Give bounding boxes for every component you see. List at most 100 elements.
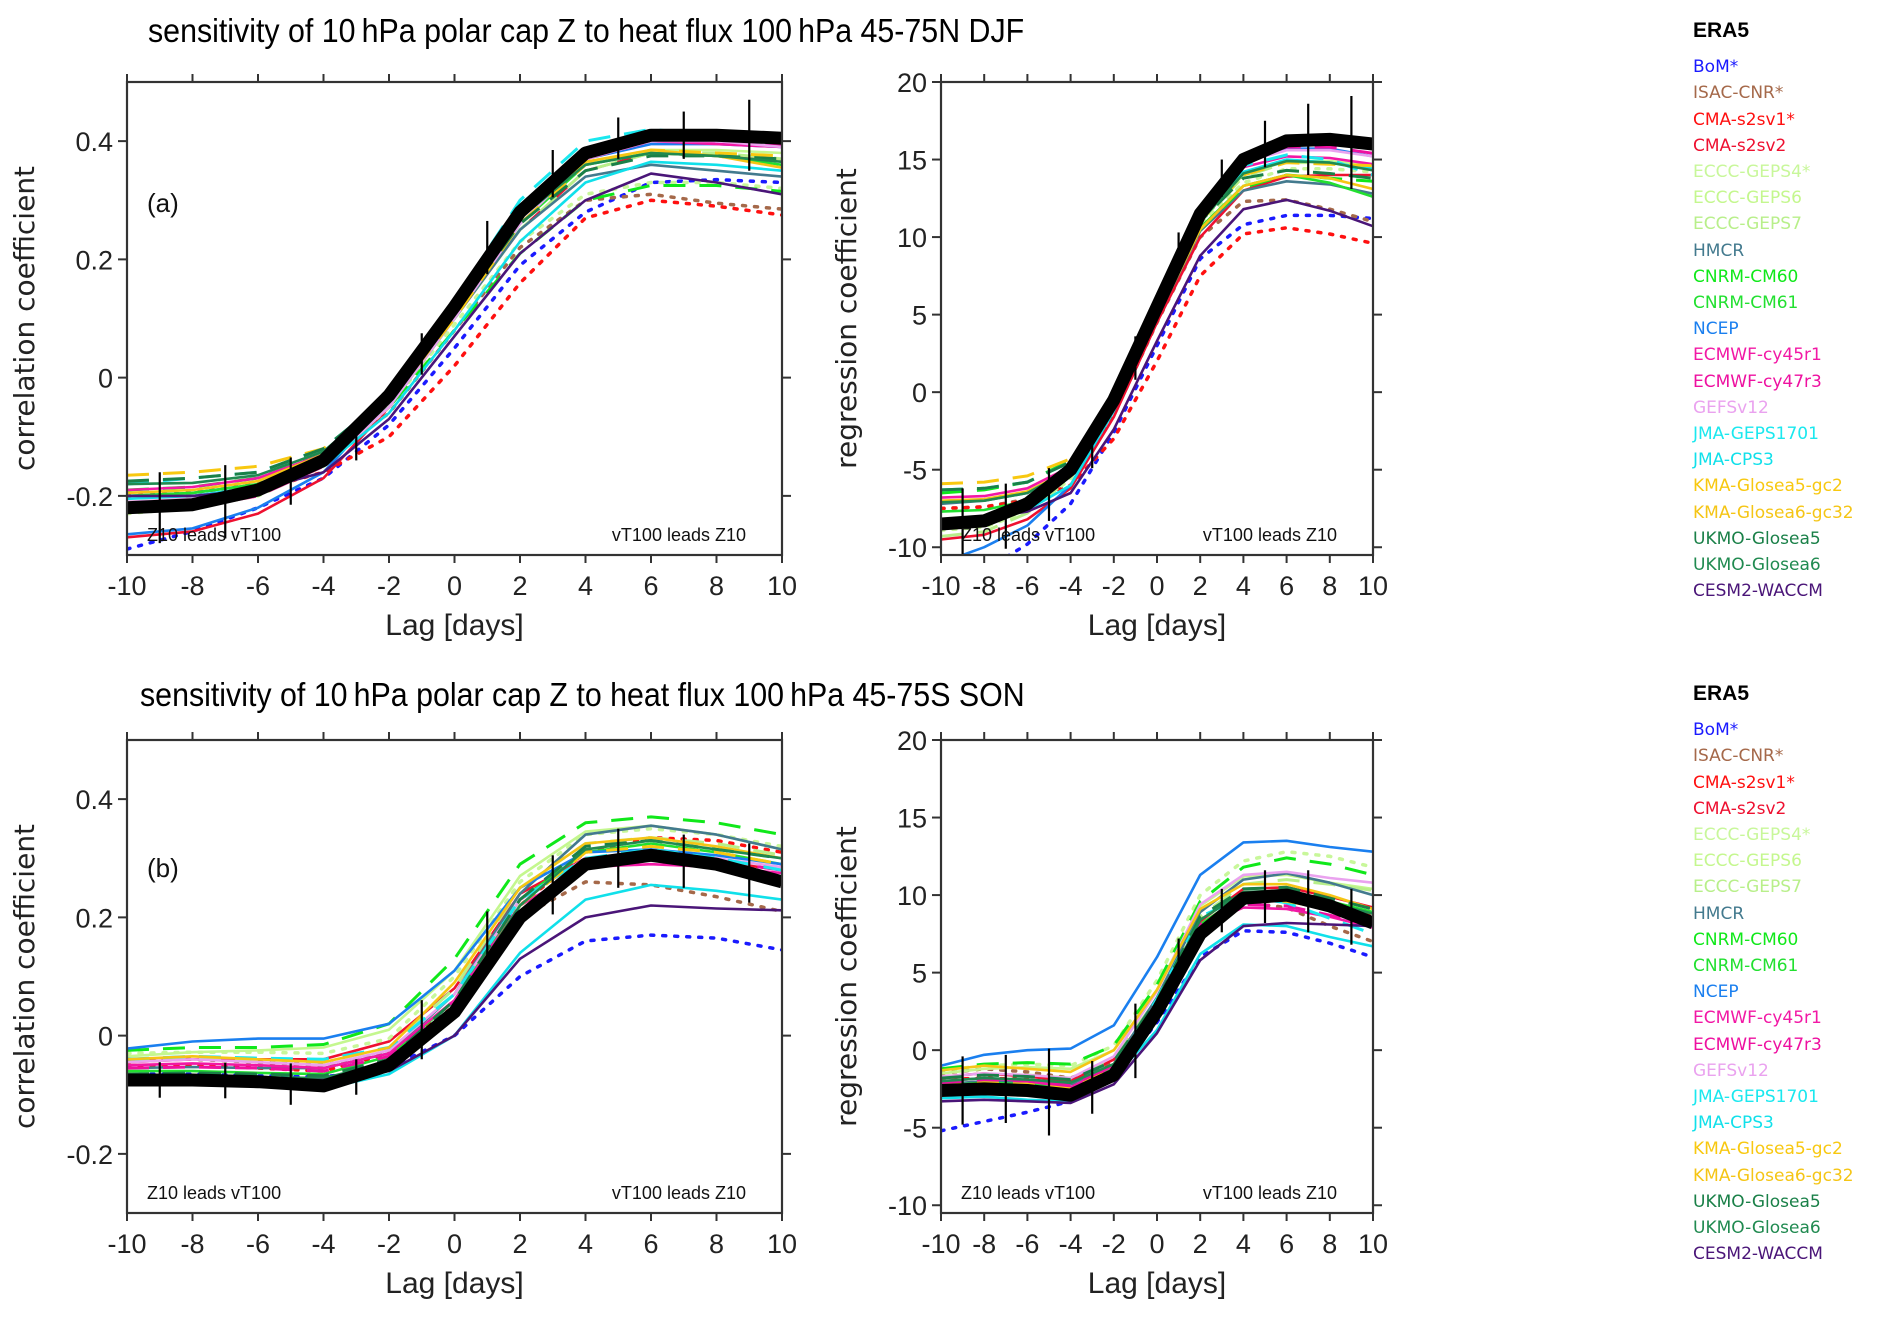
y-tick-label: 20 [897,726,927,756]
legend-entry: HMCR [1693,903,1745,924]
legend-items-top: BoM* ISAC-CNR* CMA-s2sv1* CMA-s2sv2 ECCC-GEP… [1693,54,1854,604]
plot-area [941,839,1373,1136]
x-tick-label: -4 [311,571,335,601]
series-line-cesm2-waccm [941,921,1373,1105]
legend-entry: ECCC-GEPS4* [1693,825,1811,846]
x-tick-label: -8 [972,1229,996,1259]
x-tick-label: 0 [1149,571,1164,601]
y-axis-label: regression coefficient [830,168,863,469]
x-tick-label: 8 [709,571,724,601]
legend-entry: JMA-CPS3 [1693,1113,1774,1134]
x-tick-label: 2 [1193,571,1208,601]
legend-entry: CNRM-CM61 [1693,956,1799,977]
y-tick-label: 5 [912,301,927,331]
legend-entry: GEFSv12 [1693,397,1769,418]
legend-header: ERA5 [1693,682,1750,705]
legend-entry: CESM2-WACCM [1693,1244,1823,1265]
legend-items-bottom: BoM* ISAC-CNR* CMA-s2sv1* CMA-s2sv2 ECCC-GEP… [1693,717,1854,1267]
y-tick-label: 0.2 [75,903,113,933]
x-tick-label: 0 [1149,1229,1164,1259]
series-line-jma-cps3 [941,923,1373,1103]
y-tick-label: 15 [897,804,927,834]
x-tick-label: -2 [1102,1229,1126,1259]
x-tick-label: -6 [1015,1229,1039,1259]
legend-entry: NCEP [1693,319,1739,340]
series-line-kma-glosea6-gc32 [941,173,1373,502]
legend-entry: UKMO-Glosea5 [1693,1191,1821,1212]
x-tick-label: 6 [1279,571,1294,601]
legend-entry: BoM* [1693,720,1739,741]
x-tick-label: 8 [709,1229,724,1259]
bottom-row-title: sensitivity of 10 hPa polar cap Z to hea… [140,676,1025,713]
y-tick-label: 0.4 [75,127,113,157]
legend-entry: CMA-s2sv2 [1693,798,1787,819]
annotation-vt100-leads: vT100 leads Z10 [1203,1183,1337,1203]
x-tick-label: -6 [1015,571,1039,601]
legend-entry: CNRM-CM60 [1693,929,1799,950]
panel-a: -10 -8 -6 -4 -2 0 2 4 6 8 10 -0.2 0 0.2 0.4 Lag [days] c… [8,74,797,642]
y-tick-label: 0.4 [75,785,113,815]
y-tick-label: -5 [903,1114,927,1144]
x-tick-label: 8 [1322,1229,1337,1259]
x-axis-label: Lag [days] [1088,609,1226,642]
legend-top: ERA5 BoM* ISAC-CNR* CMA-s2sv1* CMA-s2sv2 ECC… [1693,18,1854,604]
x-tick-label: 2 [1193,1229,1208,1259]
series-line-ecmwf-cy47r3 [127,853,782,1073]
x-axis-label: Lag [days] [385,1267,523,1300]
x-tick-label: 4 [1236,1229,1251,1259]
series-line-kma-glosea6-gc32 [127,148,782,495]
y-axis-label: correlation coefficient [8,166,41,471]
legend-entry: HMCR [1693,240,1745,261]
legend-entry: CMA-s2sv1* [1693,109,1795,130]
legend-entry: ECMWF-cy47r3 [1693,371,1822,392]
series-line-ecmwf-cy45r1 [127,862,782,1070]
legend-entry: KMA-Glosea6-gc32 [1693,502,1854,523]
x-tick-label: -8 [180,571,204,601]
y-tick-label: 10 [897,223,927,253]
x-tick-label: 0 [447,571,462,601]
axes-box [939,738,1375,1215]
legend-entry: KMA-Glosea5-gc2 [1693,1139,1843,1160]
annotation-vt100-leads: vT100 leads Z10 [612,1183,746,1203]
plot-area [127,815,782,1105]
y-tick-label: 10 [897,881,927,911]
legend-header: ERA5 [1693,19,1750,42]
legend-entry: UKMO-Glosea6 [1693,555,1821,576]
x-tick-label: 10 [1358,571,1388,601]
legend-entry: ECCC-GEPS7 [1693,214,1802,235]
legend-entry: ECCC-GEPS6 [1693,851,1802,872]
x-axis-label: Lag [days] [1088,1267,1226,1300]
legend-entry: JMA-GEPS1701 [1693,424,1819,445]
panel-b: -10 -8 -6 -4 -2 0 2 4 6 8 10 -0.2 0 0.2 0.4 Lag [days] c… [8,732,797,1300]
legend-entry: ECMWF-cy47r3 [1693,1034,1822,1055]
series-line-kma-glosea6-gc32 [127,836,782,1064]
annotation-z10-leads: Z10 leads vT100 [147,525,281,545]
x-tick-label: 4 [578,1229,593,1259]
plot-area [127,99,782,551]
series-line-jma-cps3 [127,160,782,501]
annotation-z10-leads: Z10 leads vT100 [961,1183,1095,1203]
x-tick-label: 10 [767,571,797,601]
x-tick-label: -10 [921,1229,960,1259]
y-axis-label: regression coefficient [830,826,863,1127]
series-line-ukmo-glosea5 [941,168,1373,492]
x-tick-label: 6 [1279,1229,1294,1259]
x-tick-label: -6 [246,571,270,601]
series-line-cnrm-cm60 [941,173,1373,495]
annotation-z10-leads: Z10 leads vT100 [147,1183,281,1203]
legend-entry: GEFSv12 [1693,1060,1769,1081]
x-tick-label: -8 [972,571,996,601]
legend-entry: CMA-s2sv1* [1693,772,1795,793]
x-tick-label: -2 [1102,571,1126,601]
legend-entry: NCEP [1693,982,1739,1003]
legend-entry: KMA-Glosea5-gc2 [1693,476,1843,497]
series-line-eccc-geps7 [941,161,1373,538]
series-line-ukmo-glosea5 [127,154,782,483]
annotation-vt100-leads: vT100 leads Z10 [1203,525,1337,545]
legend-entry: ECCC-GEPS7 [1693,877,1802,898]
series-line-ukmo-glosea6 [941,159,1373,504]
annotation-vt100-leads: vT100 leads Z10 [612,525,746,545]
legend-entry: BoM* [1693,57,1739,78]
